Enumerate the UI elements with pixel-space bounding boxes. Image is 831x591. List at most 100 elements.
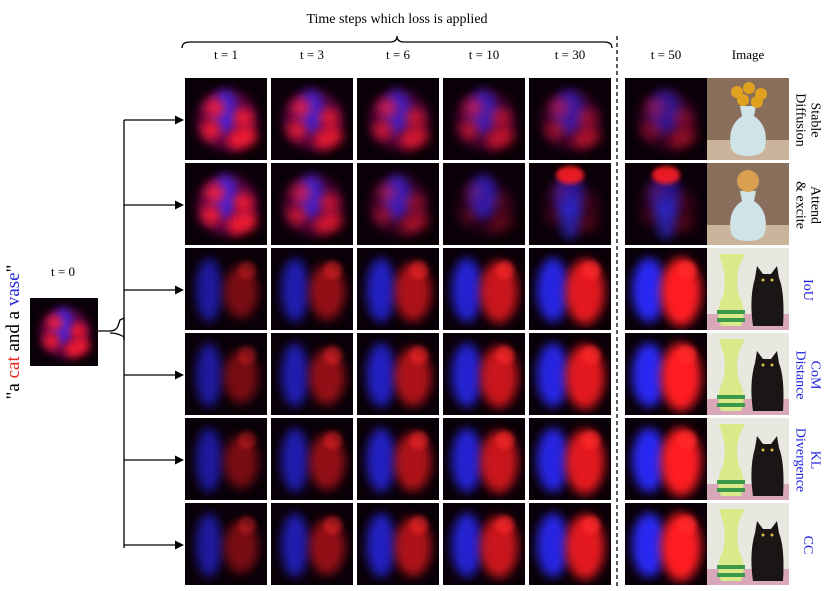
blob [582, 431, 600, 449]
row-label: & excite [792, 181, 807, 229]
generated-image [707, 503, 789, 585]
eye [761, 533, 765, 537]
blob [409, 211, 429, 231]
column-header: t = 10 [469, 47, 499, 62]
blob [377, 183, 397, 203]
blob [536, 258, 570, 322]
blob [451, 513, 483, 577]
blob [319, 108, 339, 128]
blob [237, 211, 257, 231]
prompt-part: "a [3, 378, 24, 399]
blob [582, 346, 600, 364]
blob [291, 183, 311, 203]
stripe [717, 573, 745, 577]
blob [496, 346, 514, 364]
start-label: t = 0 [51, 264, 75, 279]
blob [201, 205, 221, 225]
blob [645, 98, 665, 118]
eye [770, 448, 774, 452]
blob [545, 205, 565, 225]
blob [291, 98, 311, 118]
blob [632, 428, 666, 492]
blob [677, 211, 697, 231]
top-brace [181, 35, 613, 49]
stripe [717, 488, 745, 492]
blob [496, 431, 514, 449]
stripe [717, 480, 745, 484]
blob [581, 211, 601, 231]
blob [46, 314, 64, 332]
blob [549, 183, 569, 203]
blob [495, 211, 515, 231]
attention-map [625, 333, 707, 415]
attention-map [443, 503, 525, 585]
blob [201, 120, 221, 140]
stripe [717, 403, 745, 407]
blob [577, 108, 597, 128]
blob [410, 261, 428, 279]
eye [770, 278, 774, 282]
blob [678, 261, 696, 279]
row-label: Diffusion [792, 93, 807, 146]
blob [645, 183, 665, 203]
attention-map [625, 78, 707, 160]
blob [366, 343, 396, 407]
blob [545, 120, 565, 140]
column-header: t = 6 [386, 47, 410, 62]
blob [224, 266, 258, 318]
blob [451, 428, 483, 492]
attention-map [529, 78, 611, 160]
row-label: KL [807, 451, 822, 470]
stripe [717, 310, 745, 314]
blob [205, 98, 225, 118]
blob [224, 351, 258, 403]
attention-map [625, 503, 707, 585]
blob [281, 428, 309, 492]
column-header: t = 50 [651, 47, 681, 62]
blob [582, 261, 600, 279]
blob [196, 428, 222, 492]
blob [632, 258, 666, 322]
attention-map [529, 248, 611, 330]
attention-map [185, 248, 267, 330]
blob [287, 205, 307, 225]
row-label: CC [800, 536, 815, 555]
blob [233, 193, 253, 213]
blob [581, 126, 601, 146]
attention-map [443, 78, 525, 160]
blob [678, 431, 696, 449]
blob [409, 126, 429, 146]
flower [751, 96, 763, 108]
content: t = 1 t = 3 t = 6 t = 10 t = 30 t = 50 Image t … [3, 47, 822, 585]
column-header: Image [732, 47, 765, 62]
cat [751, 351, 784, 411]
blob [678, 516, 696, 534]
attention-map [357, 78, 439, 160]
blob [324, 431, 342, 449]
blob [233, 108, 253, 128]
blob [536, 513, 570, 577]
attention-map [185, 503, 267, 585]
attention-map [625, 248, 707, 330]
stripe [717, 565, 745, 569]
attention-map [357, 503, 439, 585]
generated-image [707, 333, 789, 415]
flower [743, 82, 755, 94]
blob [324, 261, 342, 279]
prompt-part: cat [3, 356, 24, 379]
blob [196, 343, 222, 407]
fan-line [109, 120, 125, 548]
vase [718, 509, 745, 581]
blob [405, 193, 425, 213]
blob [224, 521, 258, 573]
start-map [30, 298, 98, 366]
attention-map [185, 333, 267, 415]
generated-image [707, 418, 789, 500]
blob [410, 346, 428, 364]
eye [761, 363, 765, 367]
attention-map [185, 163, 267, 245]
blob [366, 428, 396, 492]
blob [324, 346, 342, 364]
blob [237, 126, 257, 146]
